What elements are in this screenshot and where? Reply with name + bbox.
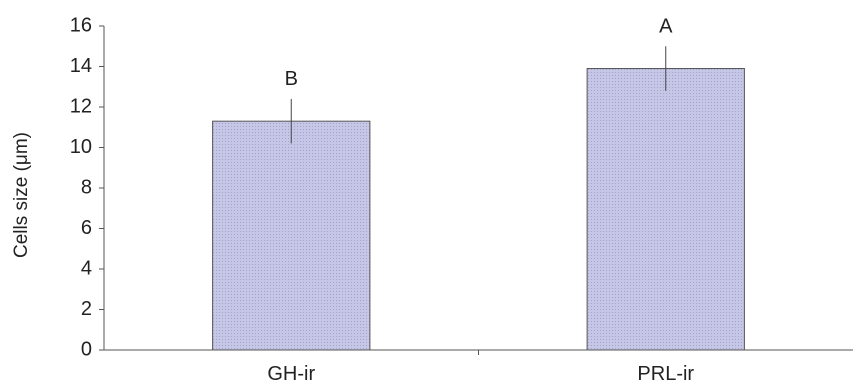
x-tick-label: PRL-ir <box>637 363 694 385</box>
y-tick-label: 4 <box>81 257 92 279</box>
bar <box>586 68 745 351</box>
y-tick-label: 6 <box>81 217 92 239</box>
significance-label: A <box>659 15 673 37</box>
bar <box>212 120 371 351</box>
y-tick-label: 14 <box>70 55 92 77</box>
y-tick-label: 12 <box>70 95 92 117</box>
y-tick-label: 0 <box>81 338 92 360</box>
y-tick-label: 16 <box>70 14 92 36</box>
significance-label: B <box>285 68 298 90</box>
y-tick-label: 10 <box>70 136 92 158</box>
y-tick-label: 2 <box>81 298 92 320</box>
y-axis-label: Cells size (μm) <box>11 132 32 258</box>
y-axis-label-group: Cells size (μm) <box>11 132 32 258</box>
x-tick-label: GH-ir <box>267 363 315 385</box>
plot-area: 0 2 4 6 8 10 12 14 16 B GH-ir A PRL-ir <box>70 14 853 385</box>
y-tick-label: 8 <box>81 176 92 198</box>
